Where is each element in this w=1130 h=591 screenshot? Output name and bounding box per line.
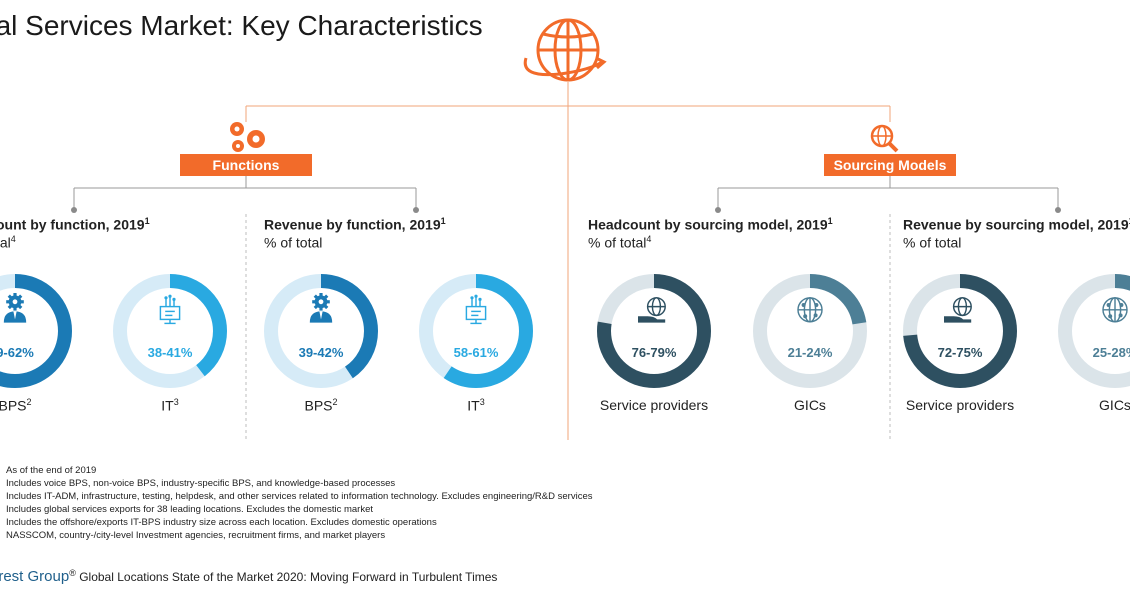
donut-slice xyxy=(264,274,378,388)
footnote: NASSCOM, country-/city-level Investment … xyxy=(6,530,386,541)
brand-name: erest Group xyxy=(0,568,70,585)
footnote: Includes the offshore/exports IT-BPS ind… xyxy=(6,517,437,528)
hand-globe-icon xyxy=(638,297,666,323)
donut-slice xyxy=(903,274,1017,388)
donut-value-label: 58-61% xyxy=(453,345,499,360)
globe-arrow-icon xyxy=(523,18,607,82)
footnote: Includes voice BPS, non-voice BPS, indus… xyxy=(6,478,396,489)
footnote: Includes global services exports for 38 … xyxy=(6,504,373,515)
panel-title-revenue-function: Revenue by function, 20191 xyxy=(264,216,446,233)
donut-7 xyxy=(1058,274,1130,388)
donut-track xyxy=(1058,274,1130,388)
donut-slice xyxy=(1058,274,1130,388)
donut-value-label: 38-41% xyxy=(147,345,193,360)
footnote: Includes IT-ADM, infrastructure, testing… xyxy=(6,491,593,502)
footnote: As of the end of 2019 xyxy=(6,465,97,476)
donut-slice xyxy=(0,274,72,388)
donut-3 xyxy=(419,274,533,388)
monitor-circuit-icon xyxy=(159,294,181,325)
gears-icon xyxy=(230,122,265,152)
person-gear-icon xyxy=(309,293,333,323)
source-text: Global Locations State of the Market 202… xyxy=(75,570,498,584)
person-gear-icon xyxy=(3,293,27,323)
donut-category-label: BPS2 xyxy=(0,397,32,414)
donut-6 xyxy=(903,274,1017,388)
donut-value-label: 76-79% xyxy=(631,345,677,360)
donut-5 xyxy=(753,274,867,388)
panel-title-revenue-sourcing: Revenue by sourcing model, 20191 xyxy=(903,216,1130,233)
magnifier-globe-icon xyxy=(870,124,899,153)
panel-subtitle-headcount-function: tal4 xyxy=(0,234,16,251)
page-title: bal Services Market: Key Characteristics xyxy=(0,10,483,41)
sourcing-models-tag: Sourcing Models xyxy=(824,154,956,176)
globe-network-icon xyxy=(1102,297,1128,323)
donut-category-label: GICs xyxy=(794,397,826,413)
donut-category-label: GICs xyxy=(1099,397,1130,413)
donut-category-label: Service providers xyxy=(599,397,709,413)
donut-value-label: 72-75% xyxy=(937,345,983,360)
monitor-circuit-icon xyxy=(465,294,487,325)
donut-4 xyxy=(597,274,711,388)
source-line: erest Group® Global Locations State of t… xyxy=(0,568,497,585)
hand-globe-icon xyxy=(944,297,972,323)
donut-category-label: IT3 xyxy=(467,397,485,414)
donut-slice xyxy=(113,274,227,388)
panel-title-headcount-function: ount by function, 20191 xyxy=(0,216,150,233)
panel-subtitle-headcount-sourcing: % of total4 xyxy=(588,234,652,251)
donut-slice xyxy=(419,274,533,388)
panel-subtitle-revenue-sourcing: % of total xyxy=(903,234,962,251)
donut-value-label: 25-28% xyxy=(1092,345,1130,360)
functions-tag: Functions xyxy=(180,154,312,176)
donut-1 xyxy=(113,274,227,388)
panel-subtitle-revenue-function: % of total xyxy=(264,234,323,251)
footnotes: As of the end of 2019 Includes voice BPS… xyxy=(6,464,592,542)
donut-category-label: BPS2 xyxy=(304,397,338,414)
donut-category-label: Service providers xyxy=(905,397,1015,413)
donut-category-label: IT3 xyxy=(161,397,179,414)
donut-value-label: 21-24% xyxy=(787,345,833,360)
donut-2 xyxy=(264,274,378,388)
panel-title-headcount-sourcing: Headcount by sourcing model, 20191 xyxy=(588,216,833,233)
globe-network-icon xyxy=(797,297,823,323)
donut-slice xyxy=(753,274,867,388)
donut-value-label: 39-42% xyxy=(298,345,344,360)
donut-value-label: 9-62% xyxy=(0,345,34,360)
donut-slice xyxy=(597,274,711,388)
donut-0 xyxy=(0,274,72,388)
